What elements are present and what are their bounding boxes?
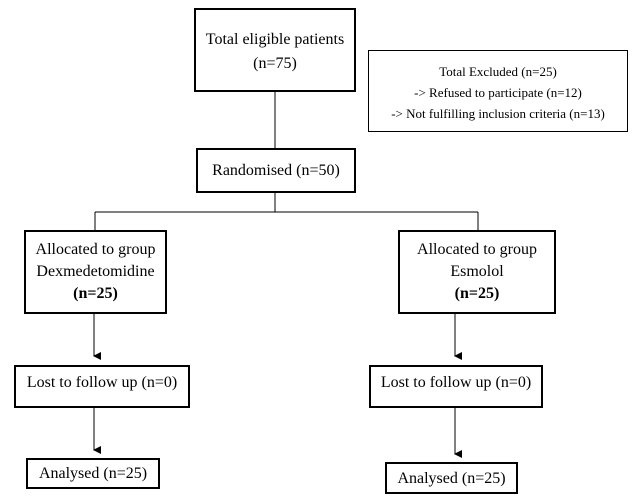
- excluded-total-label: Total Excluded (n=25): [439, 64, 557, 79]
- total-eligible-label: Total eligible patients: [205, 31, 345, 48]
- group-esmolol-name: Esmolol: [450, 263, 504, 280]
- randomised-label: Randomised (n=50): [212, 162, 340, 179]
- lost-to-follow-up-right-box: Lost to follow up (n=0): [369, 365, 543, 408]
- randomised-box: Randomised (n=50): [196, 148, 356, 193]
- excluded-refused-label: -> Refused to participate (n=12): [414, 85, 582, 100]
- group-dexmedetomidine-count: (n=25): [73, 285, 118, 302]
- excluded-criteria-label: -> Not fulfilling inclusion criteria (n=…: [391, 106, 605, 121]
- lost-to-follow-up-left-box: Lost to follow up (n=0): [14, 365, 190, 408]
- group-esmolol-line1: Allocated to group: [417, 241, 537, 258]
- total-eligible-box: Total eligible patients (n=75): [194, 8, 356, 92]
- lost-to-follow-up-left-label: Lost to follow up (n=0): [26, 374, 178, 391]
- group-dexmedetomidine-name: Dexmedetomidine: [36, 263, 155, 280]
- analysed-right-box: Analysed (n=25): [385, 462, 518, 494]
- group-dexmedetomidine-box: Allocated to group Dexmedetomidine (n=25…: [24, 230, 167, 314]
- excluded-box: Total Excluded (n=25) -> Refused to part…: [368, 50, 628, 132]
- group-dexmedetomidine-line1: Allocated to group: [35, 241, 156, 258]
- total-eligible-count: (n=75): [253, 55, 297, 72]
- group-esmolol-box: Allocated to group Esmolol (n=25): [398, 230, 556, 314]
- analysed-left-box: Analysed (n=25): [26, 458, 160, 489]
- lost-to-follow-up-right-label: Lost to follow up (n=0): [380, 374, 532, 391]
- group-esmolol-count: (n=25): [454, 285, 500, 302]
- analysed-right-label: Analysed (n=25): [397, 470, 506, 487]
- analysed-left-label: Analysed (n=25): [38, 465, 148, 482]
